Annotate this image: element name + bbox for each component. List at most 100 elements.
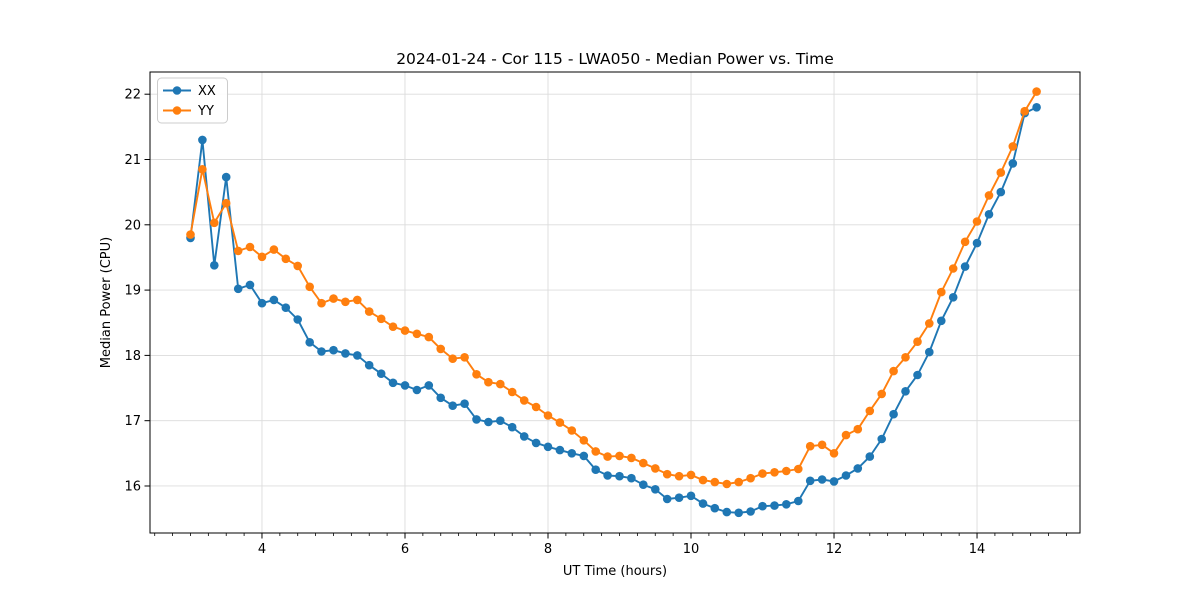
- data-point-xx: [1032, 103, 1041, 112]
- data-point-yy: [829, 449, 839, 458]
- data-point-yy: [221, 198, 231, 208]
- y-tick-label: 17: [124, 414, 141, 429]
- y-tick-label: 22: [124, 88, 141, 103]
- data-point-xx: [913, 370, 922, 380]
- data-point-xx: [734, 508, 743, 518]
- grid-layer: [150, 72, 1080, 533]
- data-point-xx: [925, 347, 934, 357]
- legend-item-yy: YY: [163, 104, 214, 119]
- data-point-yy: [210, 218, 219, 228]
- data-point-xx: [996, 187, 1006, 197]
- data-point-xx: [519, 432, 529, 441]
- legend: XX YY: [157, 77, 228, 124]
- data-point-xx: [305, 338, 315, 347]
- series-layer: [186, 87, 1041, 518]
- data-point-xx: [782, 500, 791, 509]
- data-point-xx: [341, 349, 350, 358]
- data-point-yy: [424, 332, 434, 342]
- data-point-xx: [376, 369, 386, 379]
- data-point-yy: [960, 237, 970, 247]
- data-point-yy: [1032, 87, 1041, 96]
- data-point-yy: [233, 246, 243, 256]
- data-point-yy: [591, 447, 600, 456]
- series-yy: [186, 87, 1041, 489]
- data-point-xx: [960, 262, 970, 271]
- data-point-yy: [758, 469, 767, 478]
- data-point-yy: [651, 464, 660, 473]
- data-point-yy: [794, 464, 803, 474]
- data-point-xx: [972, 238, 982, 248]
- data-point-xx: [221, 172, 231, 182]
- data-point-yy: [400, 326, 410, 335]
- data-point-xx: [412, 385, 422, 395]
- data-point-yy: [972, 217, 982, 226]
- data-point-xx: [865, 452, 875, 461]
- data-point-xx: [400, 381, 410, 390]
- data-point-yy: [305, 282, 315, 292]
- data-point-xx: [901, 387, 910, 396]
- data-point-yy: [472, 370, 481, 379]
- data-point-xx: [448, 401, 458, 411]
- data-point-yy: [388, 322, 398, 332]
- data-point-xx: [317, 347, 326, 356]
- data-point-yy: [710, 477, 720, 487]
- data-point-xx: [639, 480, 648, 490]
- data-point-yy: [436, 344, 446, 354]
- data-point-xx: [758, 501, 767, 511]
- data-point-yy: [1008, 142, 1018, 151]
- legend-marker-xx: [172, 86, 182, 95]
- data-point-yy: [448, 354, 458, 364]
- x-tick-label: 10: [683, 542, 700, 557]
- y-tick-label: 19: [124, 284, 141, 299]
- data-point-xx: [889, 409, 898, 419]
- data-point-yy: [865, 406, 875, 416]
- axes-frame: [149, 71, 1081, 534]
- data-point-yy: [186, 230, 195, 239]
- data-point-yy: [674, 471, 684, 481]
- data-point-xx: [841, 471, 851, 480]
- data-point-xx: [805, 476, 815, 486]
- data-point-xx: [710, 503, 720, 513]
- data-point-xx: [937, 316, 946, 326]
- data-point-yy: [579, 436, 589, 445]
- data-point-xx: [507, 422, 517, 432]
- data-point-xx: [603, 471, 612, 480]
- data-point-xx: [746, 507, 755, 516]
- x-tick-label: 14: [969, 542, 986, 557]
- data-point-yy: [639, 458, 648, 468]
- data-point-xx: [198, 135, 207, 145]
- data-point-xx: [984, 210, 994, 219]
- data-point-xx: [543, 442, 553, 452]
- data-point-xx: [424, 381, 434, 390]
- data-point-xx: [627, 473, 636, 483]
- data-point-xx: [698, 499, 708, 508]
- data-point-yy: [555, 418, 565, 427]
- data-point-yy: [412, 329, 422, 339]
- x-tick-label: 4: [258, 542, 266, 557]
- data-point-yy: [329, 294, 338, 303]
- x-tick-label: 6: [401, 542, 409, 557]
- data-point-yy: [1020, 106, 1029, 116]
- data-point-xx: [210, 261, 219, 270]
- data-point-yy: [948, 264, 958, 273]
- y-tick-label: 18: [124, 349, 141, 364]
- data-point-yy: [543, 411, 553, 420]
- data-point-xx: [794, 496, 803, 506]
- data-point-yy: [531, 402, 541, 412]
- y-tick-label: 20: [124, 218, 141, 233]
- data-point-yy: [853, 424, 863, 434]
- x-tick-label: 8: [544, 542, 552, 557]
- data-point-xx: [662, 494, 672, 504]
- data-point-yy: [722, 479, 732, 489]
- legend-frame: [157, 77, 228, 124]
- data-point-xx: [817, 475, 827, 484]
- legend-item-xx: XX: [163, 84, 216, 99]
- data-point-xx: [567, 449, 577, 458]
- data-point-xx: [281, 303, 291, 313]
- data-point-xx: [1008, 159, 1018, 168]
- data-point-yy: [603, 452, 612, 461]
- x-tick-label: 12: [826, 542, 843, 557]
- data-point-xx: [293, 315, 303, 324]
- data-point-xx: [615, 471, 624, 481]
